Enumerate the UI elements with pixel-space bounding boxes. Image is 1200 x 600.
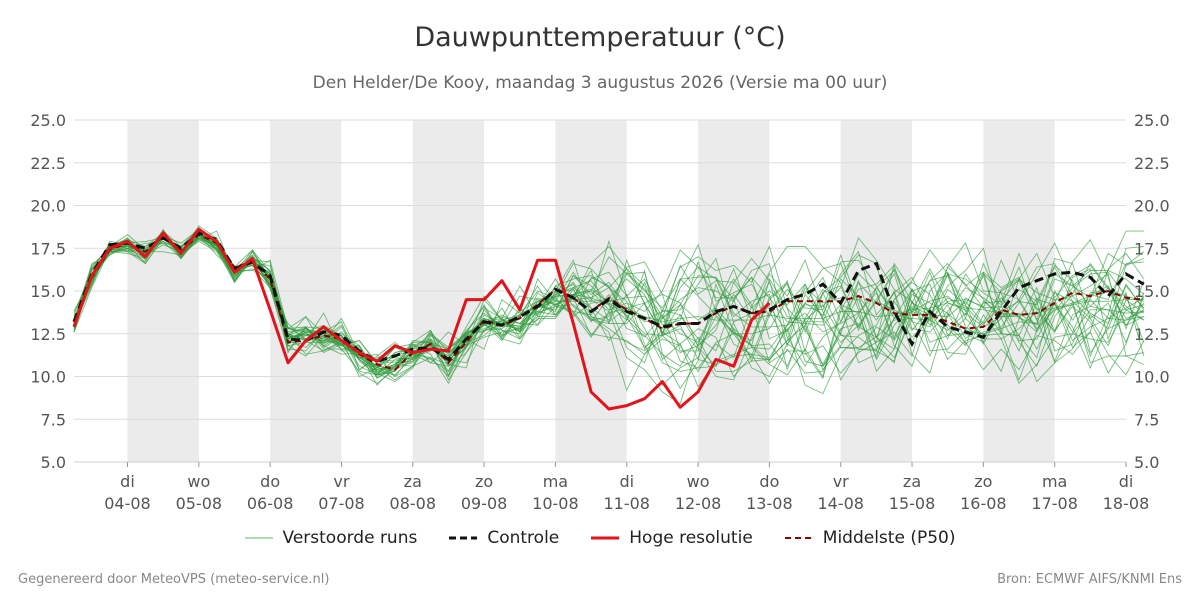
- x-tick-date: 12-08: [675, 494, 722, 513]
- x-tick-day: ma: [543, 472, 568, 491]
- legend-swatch-ensemble: [244, 537, 273, 539]
- chart-subtitle: Den Helder/De Kooy, maandag 3 augustus 2…: [312, 73, 888, 93]
- y-tick-label-left: 15.0: [30, 282, 66, 301]
- x-tick-date: 11-08: [603, 494, 650, 513]
- x-tick-date: 09-08: [461, 494, 508, 513]
- chart-title: Dauwpunttemperatuur (°C): [414, 22, 786, 53]
- y-tick-label-left: 22.5: [30, 154, 66, 173]
- x-tick-day: wo: [187, 472, 210, 491]
- x-tick-day: di: [1119, 472, 1134, 491]
- legend-label-control: Controle: [487, 528, 560, 548]
- x-tick-day: zo: [475, 472, 493, 491]
- y-tick-label-left: 20.0: [30, 197, 66, 216]
- axes: 5.0 5.07.5 7.510.0 10.012.5 12.515.0 15.017.5…: [30, 111, 1169, 513]
- y-tick-label-right: 25.0: [1134, 111, 1170, 130]
- ensemble-run-line: [73, 228, 1145, 373]
- y-tick-label-right: 5.0: [1134, 453, 1159, 472]
- x-tick-day: do: [260, 472, 280, 491]
- legend-item-high-res: Hoge resolutie: [591, 528, 753, 548]
- legend-label-ensemble: Verstoorde runs: [282, 528, 418, 548]
- x-tick-date: 13-08: [746, 494, 793, 513]
- x-tick-day: di: [619, 472, 634, 491]
- x-tick-day: ma: [1042, 472, 1067, 491]
- y-tick-label-left: 7.5: [41, 410, 66, 429]
- y-tick-label-left: 12.5: [30, 325, 66, 344]
- legend-swatch-control: [449, 536, 478, 540]
- x-tick-day: vr: [833, 472, 849, 491]
- legend-swatch-high-res: [591, 536, 620, 540]
- footer-credit: Gegenereerd door MeteoVPS (meteo-service…: [18, 572, 330, 587]
- main-series: [72, 227, 1145, 411]
- ensemble-run-line: [73, 232, 1145, 392]
- legend-label-high-res: Hoge resolutie: [629, 528, 753, 548]
- y-tick-label-right: 17.5: [1134, 239, 1170, 258]
- x-tick-date: 10-08: [532, 494, 579, 513]
- ensemble-run-line: [73, 232, 1144, 373]
- x-tick-date: 15-08: [889, 494, 936, 513]
- y-tick-label-right: 10.0: [1134, 368, 1170, 387]
- legend: Verstoorde runs Controle Hoge resolutie …: [0, 528, 1200, 548]
- legend-item-control: Controle: [449, 528, 559, 548]
- y-tick-label-left: 10.0: [30, 368, 66, 387]
- legend-item-median: Middelste (P50): [784, 528, 956, 548]
- x-tick-day: do: [759, 472, 779, 491]
- ensemble-run-line: [73, 227, 1145, 378]
- legend-item-ensemble: Verstoorde runs: [244, 528, 418, 548]
- x-tick-date: 18-08: [1103, 494, 1150, 513]
- x-tick-date: 16-08: [960, 494, 1007, 513]
- ensemble-run-line: [73, 232, 1144, 371]
- high-res-line: [72, 227, 771, 411]
- x-tick-date: 07-08: [318, 494, 365, 513]
- x-tick-date: 14-08: [817, 494, 864, 513]
- x-tick-day: wo: [687, 472, 710, 491]
- x-tick-date: 04-08: [104, 494, 151, 513]
- y-tick-label-left: 5.0: [41, 453, 66, 472]
- x-tick-day: zo: [974, 472, 992, 491]
- x-tick-date: 08-08: [390, 494, 437, 513]
- x-tick-day: di: [120, 472, 135, 491]
- y-tick-label-right: 20.0: [1134, 197, 1170, 216]
- x-tick-day: za: [903, 472, 921, 491]
- x-tick-date: 06-08: [247, 494, 294, 513]
- x-tick-date: 05-08: [176, 494, 223, 513]
- x-tick-day: za: [404, 472, 422, 491]
- legend-swatch-median: [784, 537, 813, 539]
- y-tick-label-right: 22.5: [1134, 154, 1170, 173]
- footer-source: Bron: ECMWF AIFS/KNMI Ens: [997, 572, 1182, 587]
- y-tick-label-left: 25.0: [30, 111, 66, 130]
- y-tick-label-right: 7.5: [1134, 410, 1159, 429]
- y-tick-label-left: 17.5: [30, 239, 66, 258]
- x-tick-day: vr: [333, 472, 349, 491]
- x-tick-date: 17-08: [1031, 494, 1078, 513]
- legend-label-median: Middelste (P50): [822, 528, 956, 548]
